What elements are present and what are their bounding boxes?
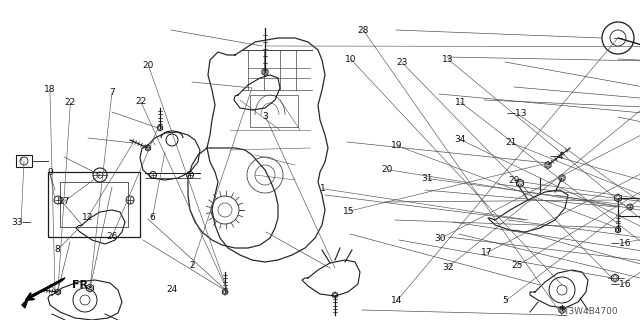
- Text: 3: 3: [263, 112, 268, 121]
- Text: 31: 31: [422, 174, 433, 183]
- Text: 6: 6: [150, 213, 155, 222]
- Text: 7: 7: [109, 88, 115, 97]
- Text: 34: 34: [454, 135, 465, 144]
- Text: 21: 21: [505, 138, 516, 147]
- Text: 8: 8: [55, 245, 60, 254]
- Text: 2: 2: [189, 261, 195, 270]
- Text: —16: —16: [611, 280, 631, 289]
- Text: 17: 17: [481, 248, 492, 257]
- Text: —16: —16: [611, 239, 631, 248]
- Text: 25: 25: [511, 261, 523, 270]
- Text: —4: —4: [550, 152, 564, 161]
- Text: 12: 12: [82, 213, 93, 222]
- Text: 1: 1: [321, 184, 326, 193]
- Text: 26: 26: [106, 232, 118, 241]
- Text: 22: 22: [135, 97, 147, 106]
- Text: 30: 30: [435, 234, 446, 243]
- Text: 19: 19: [391, 141, 403, 150]
- Text: 33—: 33—: [11, 218, 31, 227]
- Text: 28: 28: [358, 26, 369, 35]
- Text: 24: 24: [166, 285, 177, 294]
- Text: 11: 11: [455, 98, 467, 107]
- Text: 9: 9: [47, 168, 52, 177]
- Text: 10: 10: [345, 55, 356, 64]
- Text: —13: —13: [507, 109, 527, 118]
- Text: 27: 27: [58, 197, 70, 206]
- Polygon shape: [22, 278, 65, 308]
- FancyArrowPatch shape: [26, 279, 63, 300]
- Text: 32: 32: [442, 263, 454, 272]
- Text: 20: 20: [381, 165, 393, 174]
- Text: 18: 18: [44, 85, 56, 94]
- Text: 20: 20: [143, 61, 154, 70]
- Text: 29: 29: [508, 176, 520, 185]
- Text: 13: 13: [442, 55, 454, 64]
- Text: FR.: FR.: [72, 280, 93, 290]
- Text: T3W4B4700: T3W4B4700: [563, 308, 618, 316]
- Text: 5: 5: [503, 296, 508, 305]
- Text: 22: 22: [65, 98, 76, 107]
- Text: 15: 15: [343, 207, 355, 216]
- Text: 14: 14: [391, 296, 403, 305]
- Text: 23: 23: [396, 58, 408, 67]
